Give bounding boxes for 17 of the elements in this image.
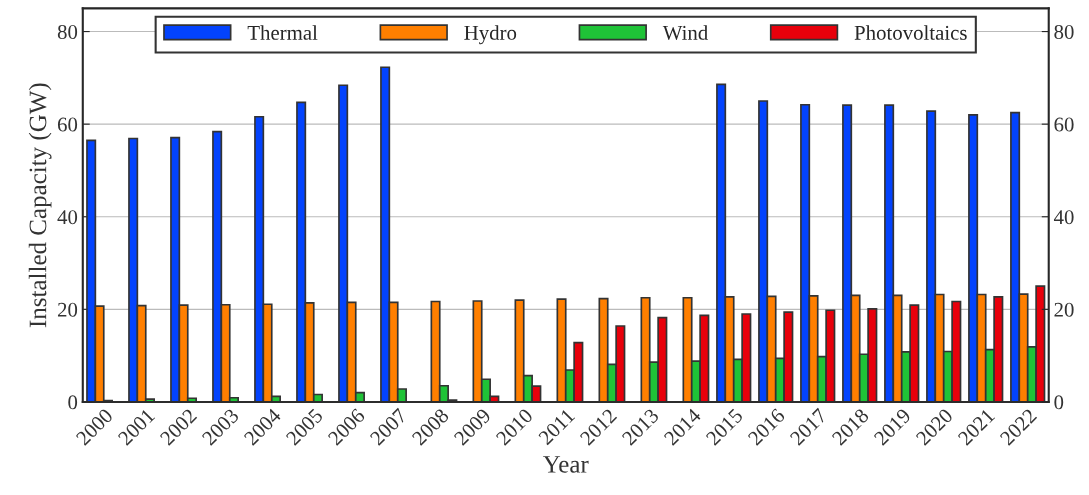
y-axis-title: Installed Capacity (GW)	[28, 83, 52, 328]
y2-tick-label: 60	[1054, 117, 1074, 132]
y-tick-label: 0	[68, 395, 78, 410]
y2-tick-label: 80	[1054, 24, 1074, 39]
y2-tick-label: 40	[1053, 210, 1074, 225]
legend-label: Wind	[662, 25, 708, 40]
legend-label: Thermal	[247, 25, 318, 40]
y-tick-label: 20	[57, 302, 78, 317]
y-tick-label: 40	[57, 210, 78, 225]
x-axis-title: Year	[542, 456, 589, 473]
y2-tick-label: 20	[1054, 302, 1074, 317]
y-tick-label: 60	[57, 117, 78, 132]
legend-label: Photovoltaics	[854, 25, 967, 40]
y-tick-label: 80	[57, 24, 78, 39]
x-tick-label: 2011	[537, 408, 576, 446]
legend-label: Hydro	[464, 25, 517, 45]
y2-tick-label: 0	[1054, 395, 1064, 410]
